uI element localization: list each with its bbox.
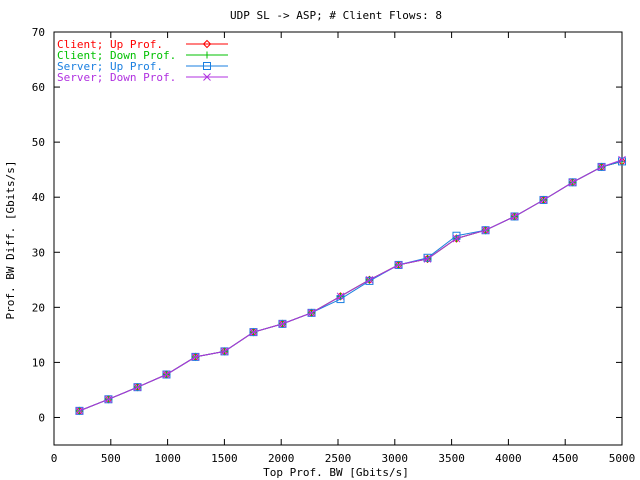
data-point <box>510 212 519 221</box>
legend: Client; Up Prof.Client; Down Prof.Server… <box>57 38 228 84</box>
data-point <box>307 308 316 317</box>
x-axis-label: Top Prof. BW [Gbits/s] <box>263 466 409 479</box>
x-tick-label: 5000 <box>609 452 636 465</box>
data-point <box>568 178 577 187</box>
data-point <box>220 347 229 356</box>
x-tick-label: 4500 <box>552 452 579 465</box>
legend-label: Server; Up Prof. <box>57 60 163 73</box>
series-layer <box>75 155 627 416</box>
data-point <box>162 370 171 379</box>
x-tick-label: 500 <box>101 452 121 465</box>
x-tick-label: 3000 <box>382 452 409 465</box>
data-point <box>220 347 229 356</box>
data-point <box>133 383 142 392</box>
y-tick-label: 10 <box>32 356 45 369</box>
legend-swatch-marker <box>203 51 211 59</box>
y-tick-label: 40 <box>32 191 45 204</box>
x-tick-label: 4000 <box>495 452 522 465</box>
legend-swatch-marker <box>203 73 211 81</box>
data-point <box>365 275 374 284</box>
data-point <box>394 260 403 269</box>
x-tick-label: 3500 <box>438 452 465 465</box>
data-point <box>394 261 403 269</box>
data-point <box>568 178 577 187</box>
data-point <box>452 234 461 243</box>
legend-label: Client; Down Prof. <box>57 49 176 62</box>
data-point <box>618 155 626 164</box>
data-point <box>336 295 345 304</box>
series-line <box>79 159 623 412</box>
data-point <box>133 383 142 392</box>
y-tick-label: 70 <box>32 26 45 39</box>
y-tick-label: 60 <box>32 81 45 94</box>
y-axis-label: Prof. BW Diff. [Gbits/s] <box>4 161 17 320</box>
data-point <box>336 292 345 301</box>
y-tick-label: 0 <box>38 411 45 424</box>
x-tick-label: 0 <box>51 452 58 465</box>
chart-title: UDP SL -> ASP; # Client Flows: 8 <box>230 9 442 22</box>
data-point <box>307 308 316 317</box>
data-point <box>597 163 606 171</box>
data-point <box>249 328 258 336</box>
data-point <box>539 196 548 204</box>
data-point <box>75 406 84 415</box>
data-point <box>249 328 258 337</box>
y-tick-label: 20 <box>32 301 45 314</box>
legend-swatch-marker <box>203 62 211 70</box>
legend-swatch-marker <box>202 39 212 49</box>
plot-frame <box>53 31 623 446</box>
data-point <box>510 212 519 221</box>
data-point <box>278 319 287 328</box>
series-3 <box>75 157 626 415</box>
data-point <box>597 162 606 171</box>
data-point <box>423 255 432 263</box>
data-point <box>191 353 200 361</box>
data-point <box>481 226 490 235</box>
data-point <box>278 319 287 328</box>
data-point <box>75 407 84 415</box>
data-point <box>104 395 113 404</box>
data-point <box>539 195 548 204</box>
legend-label: Client; Up Prof. <box>57 38 163 51</box>
series-4 <box>75 155 626 415</box>
axes-layer: 0 500 1000 1500 2000 2500 3000 3500 4000 4500 5000… <box>32 26 636 465</box>
data-point <box>452 231 461 240</box>
legend-label: Server; Down Prof. <box>57 71 176 84</box>
data-point <box>162 370 171 379</box>
x-tick-label: 2500 <box>325 452 352 465</box>
data-point <box>481 226 490 235</box>
data-point <box>423 253 432 262</box>
x-tick-label: 1000 <box>154 452 181 465</box>
y-tick-label: 30 <box>32 246 45 259</box>
x-tick-label: 1500 <box>211 452 238 465</box>
data-point <box>104 395 113 404</box>
x-tick-label: 2000 <box>268 452 295 465</box>
data-point <box>191 352 200 361</box>
y-tick-label: 50 <box>32 136 45 149</box>
data-point <box>365 276 374 285</box>
